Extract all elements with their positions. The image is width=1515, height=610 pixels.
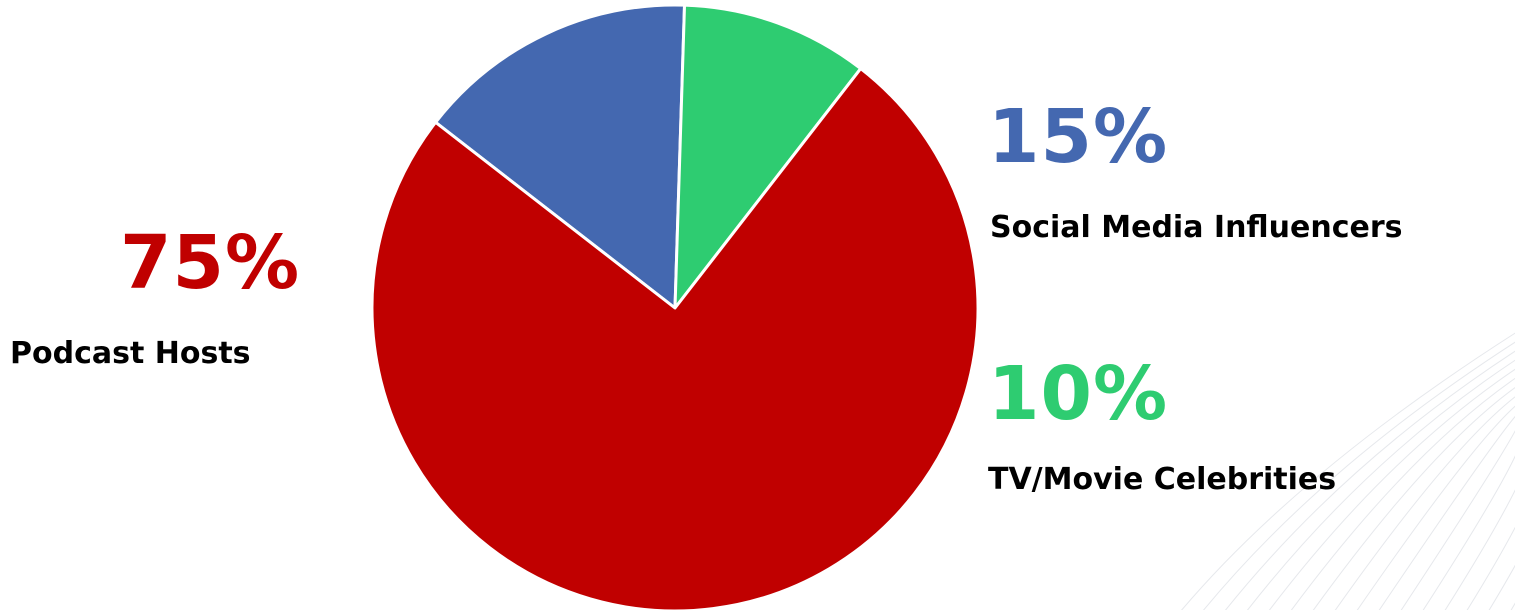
pie-slice-podcast-hosts (370, 67, 980, 610)
decorative-line (1356, 405, 1515, 610)
pie-slice-tv-movie-celebrities (673, 3, 863, 310)
decorative-line (1444, 489, 1515, 610)
decorative-line (1378, 415, 1515, 610)
decorative-line (1290, 377, 1515, 610)
decorative-line (1312, 387, 1515, 610)
decorative-line (1246, 359, 1515, 610)
decorative-line (1334, 396, 1515, 610)
slice-label-social-media-influencers: Social Media Influencers (990, 210, 1403, 245)
decorative-line (1268, 368, 1515, 610)
decorative-line (1466, 526, 1515, 610)
slice-label-podcast-hosts: Podcast Hosts (10, 336, 251, 371)
slice-percent-social-media-influencers: 15% (988, 94, 1169, 180)
pie-slice-social-media-influencers (434, 3, 687, 310)
decorative-line (1400, 430, 1515, 610)
decorative-line (1181, 332, 1515, 610)
decorative-line (1422, 455, 1515, 610)
slice-percent-tv-movie-celebrities: 10% (988, 351, 1169, 437)
slice-percent-podcast-hosts: 75% (120, 220, 301, 306)
decorative-line (1224, 350, 1515, 610)
decorative-line (1203, 341, 1515, 610)
slice-label-tv-movie-celebrities: TV/Movie Celebrities (988, 462, 1337, 497)
